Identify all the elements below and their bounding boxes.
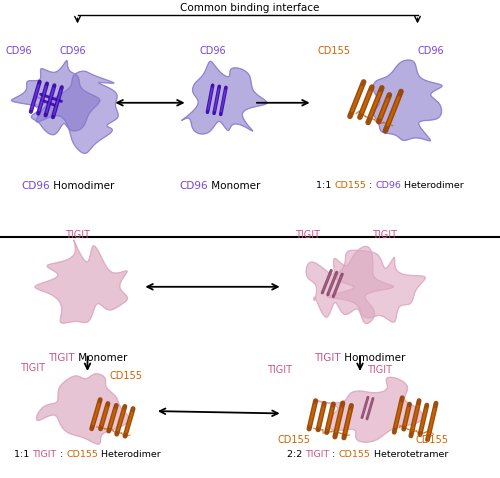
- Text: Common binding interface: Common binding interface: [180, 3, 320, 13]
- Polygon shape: [373, 60, 442, 141]
- Text: CD155: CD155: [338, 450, 370, 459]
- Text: TIGIT: TIGIT: [368, 365, 392, 375]
- Text: :: :: [57, 450, 66, 459]
- Text: CD96: CD96: [180, 181, 208, 191]
- Polygon shape: [36, 374, 129, 444]
- Text: Heterodimer: Heterodimer: [98, 450, 160, 459]
- Text: TIGIT: TIGIT: [48, 353, 74, 363]
- Polygon shape: [306, 246, 394, 324]
- Text: CD155: CD155: [110, 371, 143, 381]
- Polygon shape: [182, 61, 267, 134]
- Polygon shape: [314, 377, 423, 442]
- Text: CD155: CD155: [278, 435, 310, 445]
- Text: TIGIT: TIGIT: [295, 230, 320, 240]
- Text: TIGIT: TIGIT: [305, 450, 330, 459]
- Text: TIGIT: TIGIT: [314, 353, 341, 363]
- Text: 1:1: 1:1: [14, 450, 32, 459]
- Text: TIGIT: TIGIT: [32, 450, 57, 459]
- Polygon shape: [36, 71, 118, 153]
- Text: TIGIT: TIGIT: [372, 230, 398, 240]
- Text: CD96: CD96: [5, 46, 32, 56]
- Polygon shape: [327, 250, 426, 322]
- Text: TIGIT: TIGIT: [65, 230, 90, 240]
- Text: CD155: CD155: [318, 46, 350, 56]
- Polygon shape: [35, 240, 128, 323]
- Text: CD96: CD96: [60, 46, 86, 56]
- Text: TIGIT: TIGIT: [268, 365, 292, 375]
- Text: 1:1: 1:1: [316, 181, 334, 190]
- Text: Homodimer: Homodimer: [341, 353, 406, 363]
- Text: :: :: [330, 450, 338, 459]
- Text: Monomer: Monomer: [208, 181, 260, 191]
- Text: Heterodimer: Heterodimer: [401, 181, 464, 190]
- Text: CD155: CD155: [334, 181, 366, 190]
- Text: TIGIT: TIGIT: [20, 363, 45, 373]
- Text: CD96: CD96: [200, 46, 226, 56]
- Text: CD155: CD155: [66, 450, 98, 459]
- Text: Homodimer: Homodimer: [50, 181, 114, 191]
- Text: CD155: CD155: [415, 435, 448, 445]
- Text: CD96: CD96: [21, 181, 50, 191]
- Text: CD96: CD96: [376, 181, 401, 190]
- Polygon shape: [12, 61, 100, 135]
- Text: Heterotetramer: Heterotetramer: [370, 450, 448, 459]
- Text: :: :: [366, 181, 376, 190]
- Text: CD96: CD96: [418, 46, 444, 56]
- Text: 2:2: 2:2: [287, 450, 305, 459]
- Text: Monomer: Monomer: [74, 353, 127, 363]
